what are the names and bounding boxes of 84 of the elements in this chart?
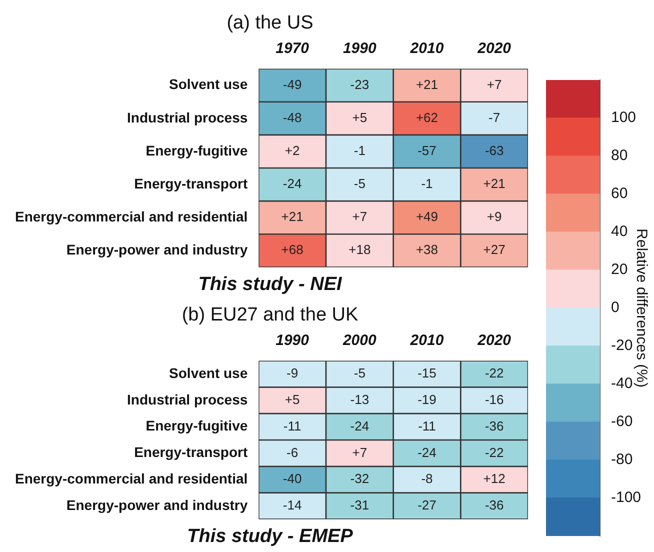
data-label: +49: [416, 209, 438, 224]
data-label: -24: [350, 418, 370, 434]
color-bar-label: 100: [611, 109, 636, 126]
x-axis-title: This study - EMEP: [187, 526, 354, 547]
data-label: -32: [350, 471, 370, 486]
color-bar-label: -60: [611, 413, 633, 430]
data-label: +18: [348, 242, 371, 258]
data-label: -24: [418, 444, 436, 460]
chart-title: (a) the US: [226, 12, 314, 34]
data-label: -27: [418, 498, 436, 513]
color-bar-label: 60: [611, 185, 628, 202]
data-label: -14: [282, 498, 302, 513]
y-tick-label: Energy-commercial and residential: [15, 470, 248, 486]
data-label: -7: [488, 110, 500, 125]
x-tick-label: 1970: [276, 40, 310, 57]
data-label: +27: [483, 242, 506, 258]
data-label: -31: [350, 498, 370, 513]
x-tick-label: 2000: [342, 332, 377, 349]
data-label: +21: [483, 176, 506, 192]
color-bar-label: -20: [611, 337, 633, 354]
color-bar-label: 0: [611, 299, 620, 316]
y-tick-label: Industrial process: [127, 109, 248, 126]
color-bar-label: -40: [611, 375, 633, 392]
data-label: -36: [484, 498, 504, 513]
y-tick-label: Energy-fugitive: [146, 142, 248, 158]
data-label: +5: [352, 110, 368, 125]
y-tick-label: Energy-fugitive: [146, 418, 248, 434]
data-label: +21: [416, 76, 438, 92]
x-tick-label: 2020: [476, 40, 512, 57]
y-tick-label: Energy-power and industry: [66, 242, 248, 258]
data-label: +9: [486, 209, 502, 224]
data-label: -48: [282, 110, 302, 125]
data-label: -22: [484, 444, 504, 460]
data-label: +7: [486, 76, 502, 92]
data-label: +68: [281, 242, 304, 258]
data-label: -9: [286, 366, 298, 381]
color-bar-label: -80: [611, 451, 633, 468]
data-label: -57: [418, 143, 436, 158]
data-label: -13: [350, 392, 370, 407]
data-label: +62: [416, 110, 438, 125]
x-tick-label: 1990: [342, 40, 377, 57]
y-tick-label: Energy-power and industry: [66, 496, 248, 513]
data-label: -36: [484, 418, 504, 434]
x-tick-label: 1990: [276, 332, 310, 349]
color-bar-label: 20: [611, 261, 628, 278]
data-label: +38: [416, 242, 438, 258]
color-bar-label: 40: [611, 223, 628, 240]
y-tick-label: Solvent use: [169, 76, 248, 92]
data-label: -49: [282, 76, 302, 92]
color-bar-label: 80: [611, 147, 628, 164]
data-label: -16: [484, 392, 504, 407]
data-label: -1: [421, 176, 433, 192]
data-label: -24: [282, 176, 302, 192]
color-bar-title: Relative differences (%): [632, 228, 650, 388]
data-label: -19: [418, 392, 436, 407]
x-tick-label: 2010: [409, 332, 444, 349]
data-label: -11: [418, 418, 436, 434]
data-label: -5: [354, 366, 366, 381]
y-tick-label: Energy-transport: [134, 175, 248, 192]
x-tick-label: 2020: [476, 332, 512, 349]
data-label: -63: [484, 143, 504, 158]
y-tick-label: Energy-transport: [134, 444, 248, 460]
data-label: +7: [352, 444, 368, 460]
x-tick-label: 2010: [409, 40, 444, 57]
data-label: -5: [354, 176, 366, 192]
data-label: +7: [352, 209, 368, 224]
color-bar-label: -100: [611, 489, 642, 506]
y-tick-label: Solvent use: [169, 364, 248, 381]
data-label: +5: [284, 392, 300, 407]
y-tick-label: Industrial process: [127, 391, 248, 408]
data-label: -22: [484, 366, 504, 381]
data-label: -15: [418, 366, 436, 381]
data-label: -1: [354, 143, 366, 158]
data-label: +21: [281, 209, 304, 224]
data-label: -11: [283, 418, 302, 434]
x-axis-title: This study - NEI: [198, 274, 342, 295]
chart-title: (b) EU27 and the UK: [182, 304, 359, 326]
data-label: -40: [282, 471, 302, 486]
y-tick-label: Energy-commercial and residential: [15, 208, 248, 224]
data-label: +12: [483, 471, 506, 486]
data-label: -8: [421, 471, 433, 486]
data-label: -6: [286, 444, 298, 460]
data-label: +2: [284, 143, 300, 158]
data-label: -23: [350, 76, 370, 92]
